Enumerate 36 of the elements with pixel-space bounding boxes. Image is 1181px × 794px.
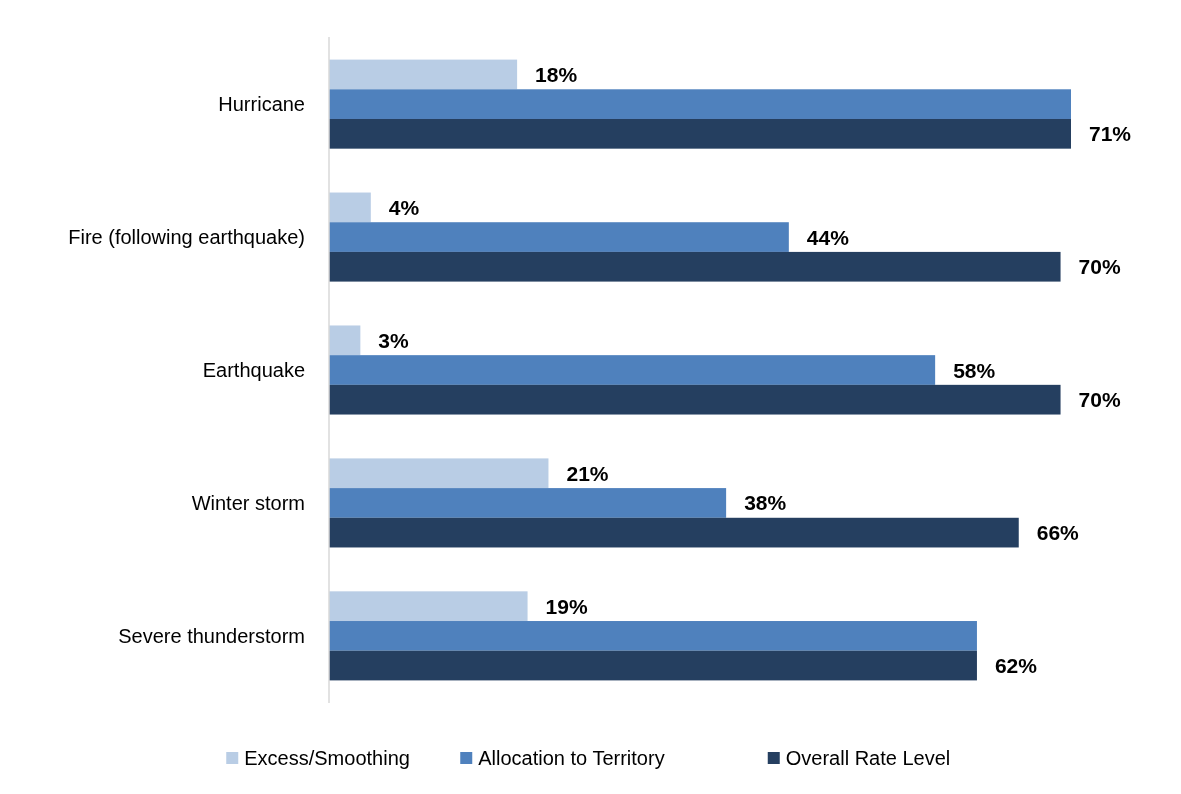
y-tick-label: Fire (following earthquake) [68,226,305,249]
data-label: 70% [1078,388,1121,412]
bar [329,591,528,622]
legend-label: Overall Rate Level [785,747,951,769]
data-label: 38% [744,491,787,515]
legend-label: Excess/Smoothing [244,747,410,769]
bar [329,517,1019,548]
data-label: 4% [388,195,420,219]
data-label: 44% [806,225,850,249]
bar [329,118,1071,149]
y-tick-label: Severe thunderstorm [118,624,305,647]
bar [329,488,727,518]
bar [329,192,371,223]
data-label: 70% [1078,255,1121,279]
y-tick-label: Earthquake [202,359,305,381]
data-label: 3% [378,328,410,352]
legend-label: Allocation to Territory [478,747,665,769]
data-label: 21% [566,461,609,485]
bar [329,650,977,681]
data-label: 71% [1089,122,1132,146]
bar [329,89,1071,119]
bar [329,384,1061,415]
bar [329,458,549,489]
bar [329,222,789,252]
y-tick-label: Winter storm [191,491,305,514]
data-label: 62% [994,654,1038,678]
data-label: 19% [545,594,588,618]
y-tick-label: Hurricane [218,93,305,116]
bar [329,355,936,385]
bar [329,251,1061,282]
bar [329,621,977,651]
data-label: 18% [535,62,578,86]
data-label: 58% [953,358,996,382]
data-label: 66% [1036,521,1080,545]
bar [329,325,361,356]
bar [329,59,518,90]
